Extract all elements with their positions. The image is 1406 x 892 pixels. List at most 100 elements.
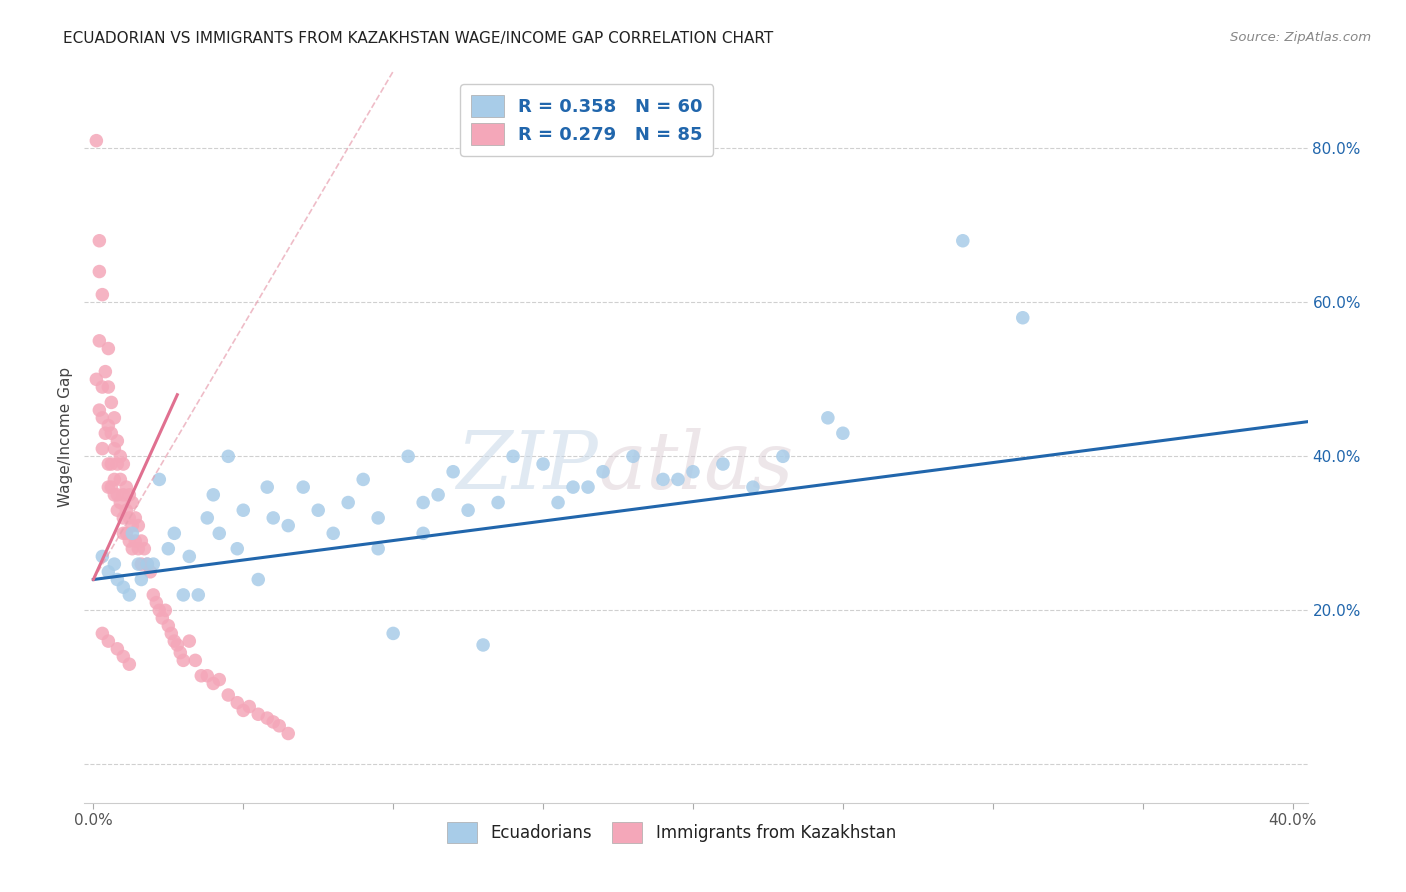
Point bbox=[110, 472, 132, 486]
Point bbox=[502, 450, 524, 464]
Point bbox=[89, 234, 111, 248]
Point bbox=[115, 526, 138, 541]
Point bbox=[134, 541, 156, 556]
Text: ECUADORIAN VS IMMIGRANTS FROM KAZAKHSTAN WAGE/INCOME GAP CORRELATION CHART: ECUADORIAN VS IMMIGRANTS FROM KAZAKHSTAN… bbox=[63, 31, 773, 46]
Point bbox=[262, 511, 284, 525]
Point bbox=[100, 395, 122, 409]
Point bbox=[202, 488, 225, 502]
Point bbox=[412, 495, 434, 509]
Point bbox=[91, 287, 114, 301]
Point bbox=[817, 410, 839, 425]
Point bbox=[127, 518, 149, 533]
Point bbox=[121, 541, 143, 556]
Point bbox=[103, 442, 125, 456]
Point bbox=[97, 380, 120, 394]
Point bbox=[127, 541, 149, 556]
Point bbox=[457, 503, 479, 517]
Point bbox=[256, 480, 278, 494]
Point bbox=[576, 480, 599, 494]
Point bbox=[118, 488, 141, 502]
Point bbox=[118, 511, 141, 525]
Point bbox=[89, 264, 111, 278]
Point bbox=[115, 503, 138, 517]
Point bbox=[112, 511, 135, 525]
Point bbox=[277, 518, 299, 533]
Point bbox=[711, 457, 734, 471]
Point bbox=[124, 534, 146, 549]
Point bbox=[163, 526, 186, 541]
Point bbox=[337, 495, 360, 509]
Point bbox=[1011, 310, 1033, 325]
Point bbox=[621, 450, 644, 464]
Point bbox=[179, 634, 201, 648]
Point bbox=[100, 480, 122, 494]
Point bbox=[472, 638, 495, 652]
Point bbox=[97, 565, 120, 579]
Point bbox=[148, 472, 170, 486]
Point bbox=[103, 410, 125, 425]
Point bbox=[131, 573, 153, 587]
Point bbox=[89, 334, 111, 348]
Point bbox=[97, 418, 120, 433]
Text: Source: ZipAtlas.com: Source: ZipAtlas.com bbox=[1230, 31, 1371, 45]
Point bbox=[105, 457, 128, 471]
Point bbox=[190, 669, 212, 683]
Legend: Ecuadorians, Immigrants from Kazakhstan: Ecuadorians, Immigrants from Kazakhstan bbox=[440, 815, 903, 849]
Point bbox=[184, 653, 207, 667]
Point bbox=[118, 534, 141, 549]
Point bbox=[89, 403, 111, 417]
Point bbox=[103, 472, 125, 486]
Point bbox=[238, 699, 260, 714]
Point bbox=[226, 696, 249, 710]
Point bbox=[592, 465, 614, 479]
Point bbox=[682, 465, 704, 479]
Point bbox=[831, 426, 853, 441]
Point bbox=[269, 719, 291, 733]
Point bbox=[666, 472, 689, 486]
Point bbox=[145, 596, 167, 610]
Point bbox=[166, 638, 188, 652]
Text: ZIP: ZIP bbox=[457, 427, 598, 505]
Point bbox=[112, 488, 135, 502]
Point bbox=[91, 410, 114, 425]
Point bbox=[742, 480, 765, 494]
Point bbox=[292, 480, 315, 494]
Point bbox=[97, 634, 120, 648]
Point bbox=[86, 372, 108, 386]
Point bbox=[150, 611, 173, 625]
Point bbox=[367, 511, 389, 525]
Point bbox=[103, 557, 125, 571]
Point bbox=[208, 673, 231, 687]
Point bbox=[262, 714, 284, 729]
Point bbox=[97, 342, 120, 356]
Point bbox=[195, 511, 218, 525]
Point bbox=[772, 450, 794, 464]
Point bbox=[486, 495, 509, 509]
Point bbox=[91, 549, 114, 564]
Point bbox=[163, 634, 186, 648]
Point bbox=[652, 472, 675, 486]
Point bbox=[100, 426, 122, 441]
Point bbox=[208, 526, 231, 541]
Point bbox=[232, 503, 254, 517]
Point bbox=[226, 541, 249, 556]
Point bbox=[91, 380, 114, 394]
Point bbox=[179, 549, 201, 564]
Point bbox=[396, 450, 419, 464]
Point bbox=[121, 518, 143, 533]
Point bbox=[86, 134, 108, 148]
Point bbox=[100, 457, 122, 471]
Point bbox=[217, 688, 239, 702]
Point bbox=[94, 365, 117, 379]
Point bbox=[172, 588, 194, 602]
Point bbox=[91, 626, 114, 640]
Point bbox=[131, 557, 153, 571]
Point bbox=[142, 588, 165, 602]
Point bbox=[256, 711, 278, 725]
Point bbox=[139, 565, 162, 579]
Point bbox=[105, 573, 128, 587]
Point bbox=[352, 472, 374, 486]
Point bbox=[148, 603, 170, 617]
Point bbox=[531, 457, 554, 471]
Point bbox=[195, 669, 218, 683]
